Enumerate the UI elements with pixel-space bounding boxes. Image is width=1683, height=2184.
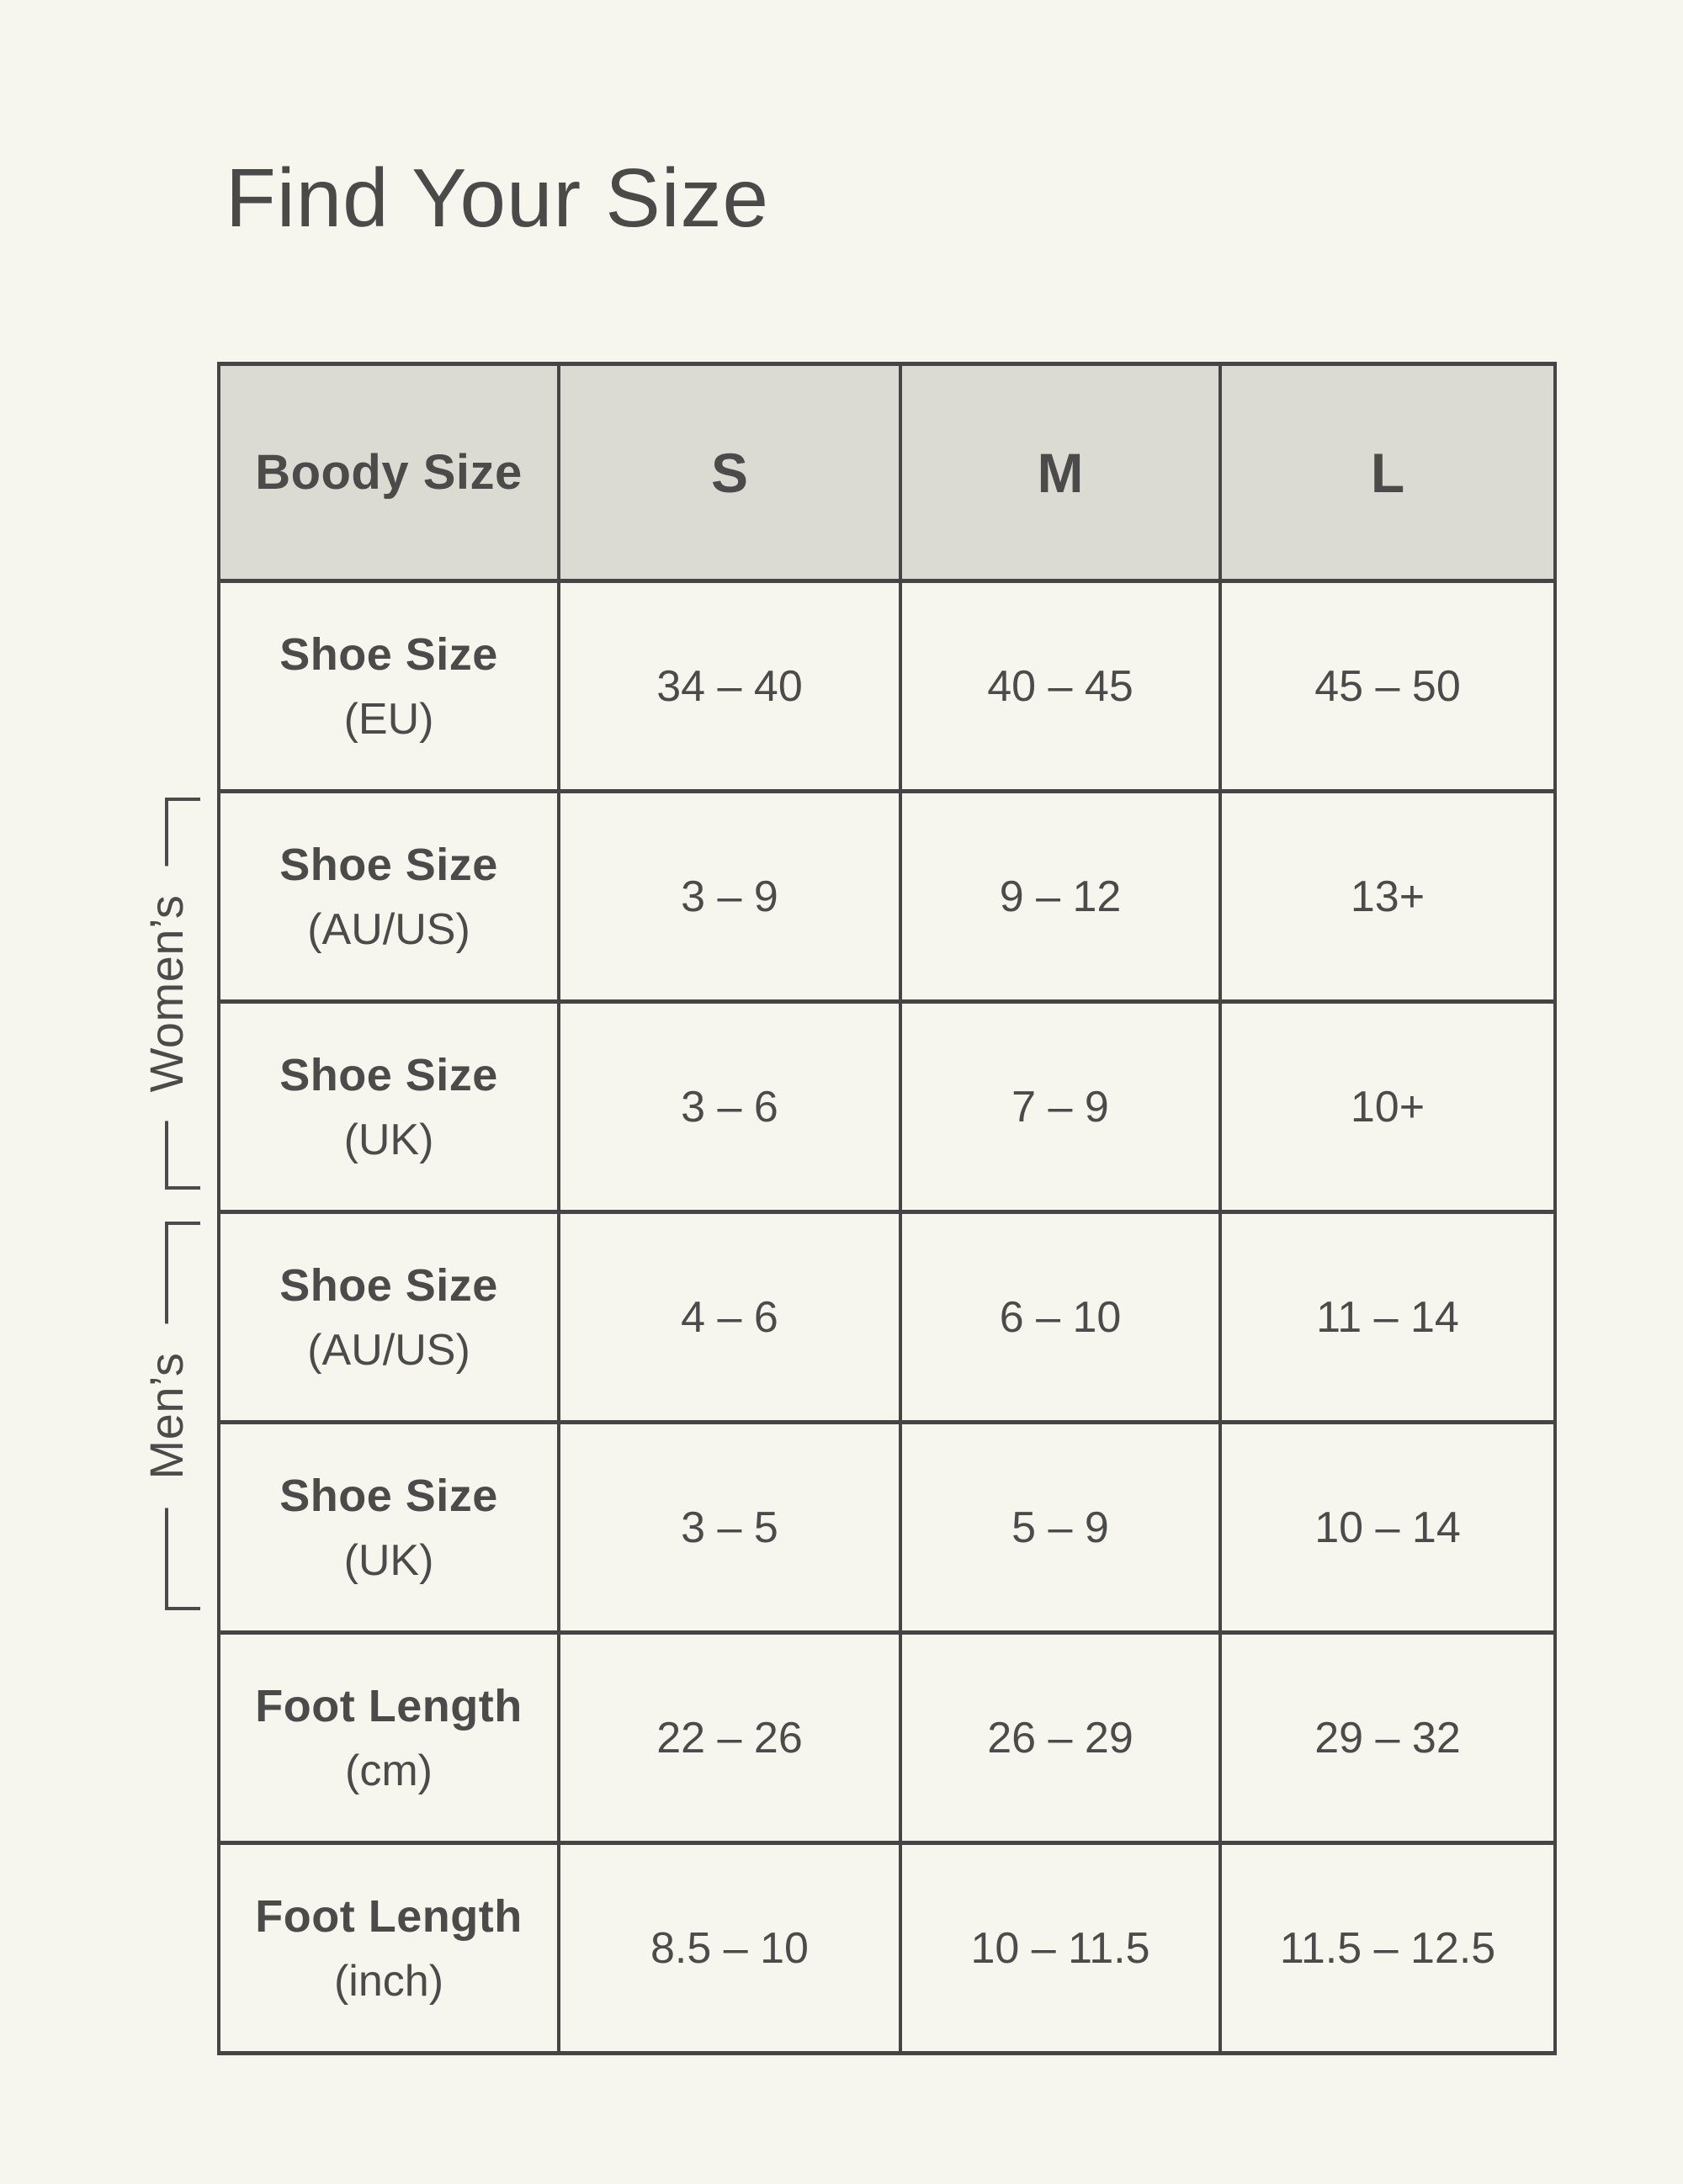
row-label-text: Foot Length: [255, 1890, 523, 1942]
row-label-mens-uk: Shoe Size (UK): [217, 1420, 560, 1635]
cell-mens-auus-m: 6 – 10: [899, 1210, 1222, 1424]
table-row-mens-shoe-size-uk: Shoe Size (UK) 3 – 5 5 – 9 10 – 14: [217, 1420, 1557, 1635]
table-row-womens-shoe-size-auus: Shoe Size (AU/US) 3 – 9 9 – 12 13+: [217, 789, 1557, 1004]
row-label-text: Shoe Size: [279, 1049, 498, 1100]
row-unit-text: (UK): [343, 1115, 434, 1164]
cell-inch-m: 10 – 11.5: [899, 1841, 1222, 2055]
row-unit-text: (inch): [333, 1956, 444, 2006]
cell-womens-uk-s: 3 – 6: [557, 999, 902, 1214]
cell-mens-uk-s: 3 – 5: [557, 1420, 902, 1635]
row-label-womens-auus: Shoe Size (AU/US): [217, 789, 560, 1004]
row-label-mens-auus: Shoe Size (AU/US): [217, 1210, 560, 1424]
cell-inch-s: 8.5 – 10: [557, 1841, 902, 2055]
row-label-foot-length-cm: Foot Length (cm): [217, 1630, 560, 1845]
cell-inch-l: 11.5 – 12.5: [1218, 1841, 1557, 2055]
cell-mens-uk-m: 5 – 9: [899, 1420, 1222, 1635]
table-row-mens-shoe-size-auus: Shoe Size (AU/US) 4 – 6 6 – 10 11 – 14: [217, 1210, 1557, 1424]
cell-cm-s: 22 – 26: [557, 1630, 902, 1845]
row-label-text: Foot Length: [255, 1680, 523, 1731]
cell-eu-l: 45 – 50: [1218, 579, 1557, 793]
cell-womens-uk-l: 10+: [1218, 999, 1557, 1214]
cell-mens-uk-l: 10 – 14: [1218, 1420, 1557, 1635]
cell-womens-uk-m: 7 – 9: [899, 999, 1222, 1214]
womens-group-label: Women’s: [139, 866, 194, 1121]
cell-womens-auus-s: 3 – 9: [557, 789, 902, 1004]
page-title: Find Your Size: [226, 151, 769, 244]
cell-womens-auus-l: 13+: [1218, 789, 1557, 1004]
row-unit-text: (UK): [343, 1535, 434, 1585]
cell-cm-m: 26 – 29: [899, 1630, 1222, 1845]
row-label-womens-uk: Shoe Size (UK): [217, 999, 560, 1214]
row-label-text: Shoe Size: [279, 1259, 498, 1311]
row-label-shoe-size-eu: Shoe Size (EU): [217, 579, 560, 793]
header-row: Boody Size S M L: [217, 362, 1557, 583]
row-label-foot-length-inch: Foot Length (inch): [217, 1841, 560, 2055]
cell-eu-m: 40 – 45: [899, 579, 1222, 793]
mens-group-label: Men’s: [139, 1323, 194, 1508]
header-cell-size-m: M: [899, 362, 1222, 583]
size-chart-table: Boody Size S M L Shoe Size (EU) 34 – 40 …: [217, 362, 1557, 2055]
table-row-foot-length-inch: Foot Length (inch) 8.5 – 10 10 – 11.5 11…: [217, 1841, 1557, 2055]
row-label-text: Shoe Size: [279, 628, 498, 680]
cell-mens-auus-s: 4 – 6: [557, 1210, 902, 1424]
cell-mens-auus-l: 11 – 14: [1218, 1210, 1557, 1424]
row-label-text: Shoe Size: [279, 839, 498, 890]
table-row-foot-length-cm: Foot Length (cm) 22 – 26 26 – 29 29 – 32: [217, 1630, 1557, 1845]
cell-eu-s: 34 – 40: [557, 579, 902, 793]
cell-cm-l: 29 – 32: [1218, 1630, 1557, 1845]
table-row-shoe-size-eu: Shoe Size (EU) 34 – 40 40 – 45 45 – 50: [217, 579, 1557, 793]
row-unit-text: (AU/US): [307, 904, 470, 954]
header-cell-boody-size: Boody Size: [217, 362, 560, 583]
header-cell-size-s: S: [557, 362, 902, 583]
row-unit-text: (AU/US): [307, 1325, 470, 1375]
header-cell-size-l: L: [1218, 362, 1557, 583]
row-unit-text: (cm): [345, 1746, 433, 1795]
row-label-text: Shoe Size: [279, 1470, 498, 1521]
cell-womens-auus-m: 9 – 12: [899, 789, 1222, 1004]
table-row-womens-shoe-size-uk: Shoe Size (UK) 3 – 6 7 – 9 10+: [217, 999, 1557, 1214]
row-unit-text: (EU): [343, 694, 434, 744]
